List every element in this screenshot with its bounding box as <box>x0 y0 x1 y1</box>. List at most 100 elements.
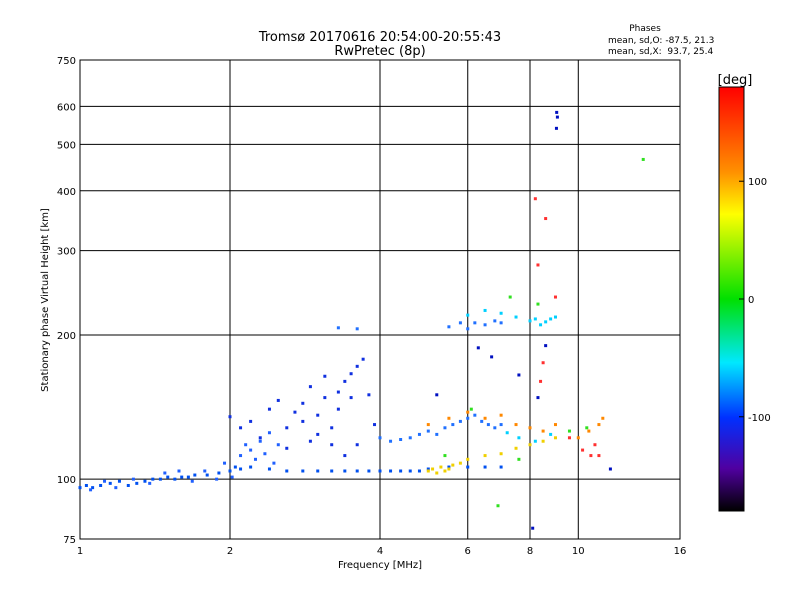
data-point <box>408 436 412 440</box>
data-point <box>528 443 532 447</box>
data-point <box>447 467 451 471</box>
x-tick-label: 10 <box>572 546 585 557</box>
data-point <box>249 448 253 452</box>
data-point <box>89 488 93 492</box>
x-tick-label: 2 <box>227 546 233 557</box>
y-tick-label: 500 <box>57 140 76 151</box>
y-tick-label: 600 <box>57 102 76 113</box>
data-point <box>349 396 353 400</box>
data-point <box>253 457 257 461</box>
y-tick-label: 400 <box>57 187 76 198</box>
data-point <box>272 461 276 465</box>
stats-header: Phases <box>629 24 661 34</box>
data-point <box>593 443 597 447</box>
data-point <box>514 446 518 450</box>
data-point <box>330 443 334 447</box>
data-point <box>389 469 393 473</box>
data-point <box>514 315 518 319</box>
data-point <box>78 486 82 490</box>
data-point <box>483 308 487 312</box>
data-point <box>447 416 451 420</box>
data-point <box>239 454 243 458</box>
data-point <box>308 385 312 389</box>
data-point <box>608 467 612 471</box>
data-point <box>323 374 327 378</box>
data-point <box>541 439 545 443</box>
x-tick-label: 8 <box>527 546 533 557</box>
data-point <box>217 471 221 475</box>
data-point <box>576 436 580 440</box>
data-point <box>293 410 297 414</box>
y-tick-label: 75 <box>63 535 76 546</box>
data-point <box>466 327 470 331</box>
x-tick-label: 16 <box>674 546 687 557</box>
data-point <box>131 477 135 481</box>
data-point <box>589 454 593 458</box>
data-point <box>447 465 451 469</box>
data-point <box>553 436 557 440</box>
data-point <box>285 426 289 430</box>
data-point <box>426 429 430 433</box>
y-tick-label: 750 <box>57 56 76 67</box>
data-point <box>466 313 470 317</box>
data-point <box>84 483 88 487</box>
data-point <box>267 431 271 435</box>
data-point <box>355 469 359 473</box>
data-point <box>343 454 347 458</box>
data-point <box>536 302 540 306</box>
data-point <box>135 481 139 485</box>
data-point <box>148 481 152 485</box>
data-point <box>301 401 305 405</box>
grid-lines <box>79 59 681 540</box>
data-point <box>601 416 605 420</box>
data-point <box>249 419 253 423</box>
y-tick-label: 100 <box>57 475 76 486</box>
data-point <box>493 319 497 323</box>
data-point <box>276 443 280 447</box>
data-point <box>180 475 184 479</box>
data-point <box>378 469 382 473</box>
data-point <box>567 429 571 433</box>
data-point <box>205 473 209 477</box>
data-point <box>276 398 280 402</box>
data-point <box>431 467 435 471</box>
data-point <box>555 115 559 119</box>
data-point <box>490 355 494 359</box>
data-point <box>143 479 147 483</box>
data-point <box>151 477 155 481</box>
data-point <box>223 461 227 465</box>
data-point <box>117 479 121 483</box>
data-point <box>539 379 543 383</box>
data-point <box>505 431 509 435</box>
data-point <box>435 393 439 397</box>
data-points <box>78 110 645 530</box>
data-point <box>285 469 289 473</box>
data-point <box>536 263 540 267</box>
data-point <box>373 423 377 427</box>
data-point <box>267 467 271 471</box>
stats-line-x: mean, sd,X: 93.7, 25.4 <box>608 47 714 57</box>
data-point <box>496 504 500 508</box>
data-point <box>367 393 371 397</box>
data-point <box>190 479 194 483</box>
data-point <box>549 432 553 436</box>
data-point <box>443 454 447 458</box>
data-point <box>466 416 470 420</box>
y-axis-label: Stationary phase Virtual Height [km] <box>40 208 51 392</box>
data-point <box>228 415 232 419</box>
y-tick-label: 200 <box>57 331 76 342</box>
data-point <box>323 396 327 400</box>
data-point <box>301 469 305 473</box>
x-tick-label: 6 <box>465 546 471 557</box>
data-point <box>239 467 243 471</box>
data-point <box>103 479 107 483</box>
data-point <box>263 452 267 456</box>
data-point <box>483 323 487 327</box>
data-point <box>316 432 320 436</box>
data-point <box>528 426 532 430</box>
data-point <box>476 346 480 350</box>
data-point <box>458 419 462 423</box>
data-point <box>499 423 503 427</box>
data-point <box>480 419 484 423</box>
